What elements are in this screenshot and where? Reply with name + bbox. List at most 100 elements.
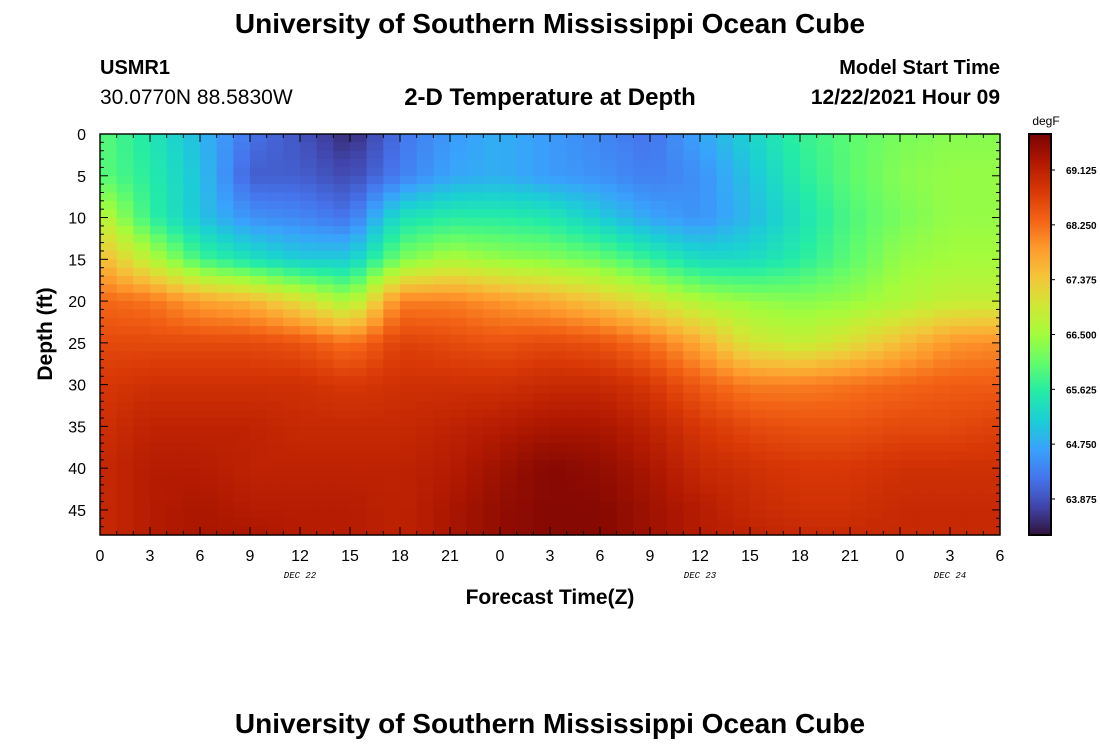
heatmap-cell	[533, 518, 551, 528]
heatmap-cell	[216, 259, 234, 269]
heatmap-cell	[516, 250, 534, 260]
heatmap-cell	[616, 175, 634, 185]
heatmap-cell	[750, 250, 768, 260]
heatmap-cell	[616, 134, 634, 143]
heatmap-cell	[333, 409, 351, 419]
heatmap-cell	[850, 159, 868, 169]
heatmap-cell	[850, 418, 868, 427]
heatmap-cell	[666, 334, 684, 344]
x-tick-label: 6	[196, 548, 205, 565]
heatmap-cell	[633, 493, 651, 503]
heatmap-cell	[233, 468, 251, 478]
heatmap-cell	[116, 476, 134, 486]
heatmap-cell	[566, 234, 584, 244]
heatmap-cell	[666, 468, 684, 478]
heatmap-cell	[850, 409, 868, 419]
heatmap-cell	[350, 392, 368, 402]
heatmap-cell	[266, 134, 284, 143]
heatmap-cell	[166, 276, 184, 285]
heatmap-cell	[283, 426, 301, 436]
heatmap-cell	[800, 200, 818, 210]
heatmap-cell	[966, 401, 984, 411]
heatmap-cell	[966, 476, 984, 486]
heatmap-cell	[766, 284, 784, 294]
heatmap-cell	[483, 476, 501, 486]
heatmap-cell	[316, 309, 334, 319]
heatmap-cell	[516, 526, 534, 536]
heatmap-cell	[716, 418, 734, 427]
heatmap-cell	[516, 451, 534, 461]
heatmap-cell	[850, 493, 868, 503]
heatmap-cell	[716, 284, 734, 294]
colorbar-segment	[1029, 249, 1051, 253]
colorbar-segment	[1029, 427, 1051, 431]
heatmap-cell	[783, 175, 801, 185]
heatmap-cell	[766, 192, 784, 202]
heatmap-cell	[466, 192, 484, 202]
heatmap-cell	[283, 434, 301, 444]
heatmap-cell	[583, 225, 601, 235]
heatmap-cell	[616, 150, 634, 160]
heatmap-cell	[783, 301, 801, 311]
heatmap-cell	[850, 526, 868, 536]
heatmap-cell	[683, 476, 701, 486]
heatmap-cell	[816, 443, 834, 453]
heatmap-cell	[816, 150, 834, 160]
heatmap-cell	[516, 234, 534, 244]
heatmap-cell	[950, 426, 968, 436]
heatmap-cell	[366, 200, 384, 210]
heatmap-cell	[400, 134, 418, 143]
heatmap-cell	[800, 276, 818, 285]
heatmap-cell	[900, 167, 918, 177]
heatmap-cell	[850, 242, 868, 252]
heatmap-cell	[233, 509, 251, 519]
heatmap-cell	[400, 351, 418, 361]
heatmap-cell	[100, 392, 118, 402]
colorbar-segment	[1029, 404, 1051, 408]
heatmap-cell	[183, 326, 201, 336]
heatmap-cell	[416, 326, 434, 336]
heatmap-cell	[700, 217, 718, 227]
heatmap-cell	[316, 276, 334, 285]
heatmap-cell	[700, 309, 718, 319]
heatmap-cell	[866, 351, 884, 361]
heatmap-cell	[283, 359, 301, 369]
heatmap-cell	[150, 342, 168, 352]
heatmap-cell	[950, 518, 968, 528]
heatmap-cell	[183, 150, 201, 160]
colorbar-segment	[1029, 331, 1051, 336]
heatmap-cell	[650, 284, 668, 294]
heatmap-cell	[983, 326, 1001, 336]
colorbar-segment	[1029, 271, 1051, 275]
heatmap-cell	[433, 409, 451, 419]
heatmap-cell	[233, 175, 251, 185]
heatmap-cell	[700, 134, 718, 143]
heatmap-cell	[533, 276, 551, 285]
heatmap-cell	[133, 250, 151, 260]
heatmap-cell	[166, 150, 184, 160]
heatmap-cell	[416, 309, 434, 319]
heatmap-cell	[183, 468, 201, 478]
heatmap-cell	[100, 518, 118, 528]
heatmap-cell	[233, 501, 251, 511]
colorbar-segment	[1029, 261, 1051, 265]
colorbar-segment	[1029, 372, 1051, 376]
heatmap-cell	[283, 409, 301, 419]
colorbar-segment	[1029, 159, 1051, 163]
heatmap-cell	[800, 459, 818, 469]
heatmap-cell	[900, 250, 918, 260]
heatmap-cell	[500, 451, 518, 461]
heatmap-cell	[133, 476, 151, 486]
heatmap-cell	[433, 526, 451, 536]
heatmap-cell	[533, 267, 551, 277]
heatmap-cell	[466, 434, 484, 444]
heatmap-cell	[833, 351, 851, 361]
heatmap-cell	[933, 459, 951, 469]
heatmap-cell	[983, 526, 1001, 536]
heatmap-cell	[900, 334, 918, 344]
heatmap-cell	[316, 184, 334, 194]
colorbar-segment	[1029, 276, 1051, 280]
heatmap-cell	[650, 451, 668, 461]
heatmap-cell	[566, 167, 584, 177]
heatmap-cell	[583, 150, 601, 160]
